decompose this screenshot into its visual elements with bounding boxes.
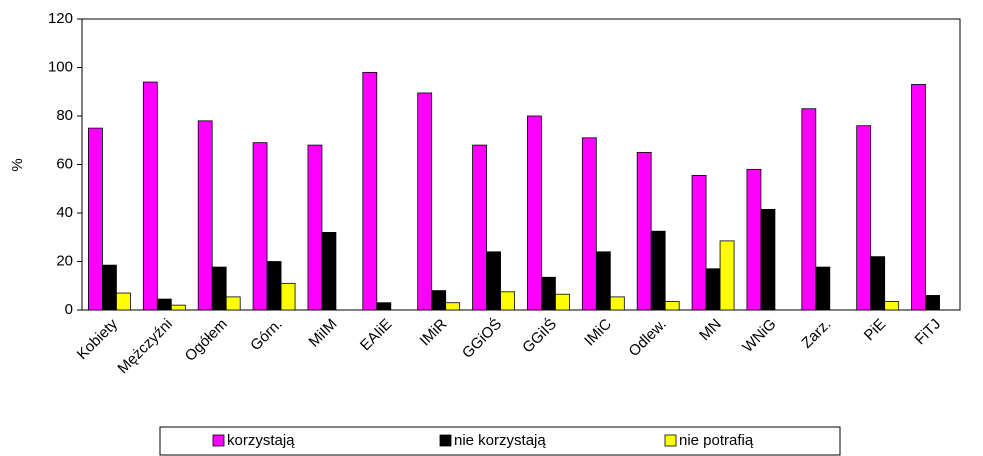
- bar: [581, 137, 597, 311]
- bar: [362, 71, 378, 311]
- bar: [925, 295, 940, 311]
- bar: [445, 302, 461, 311]
- bar: [88, 127, 103, 311]
- bar: [609, 296, 625, 311]
- bar: [142, 81, 158, 311]
- bar: [636, 151, 652, 311]
- bar: [664, 301, 680, 311]
- bar: [527, 115, 542, 311]
- bar: [870, 256, 886, 311]
- bar: [116, 292, 131, 311]
- bar: [815, 266, 831, 311]
- bar: [197, 120, 213, 311]
- bar: [170, 304, 186, 311]
- bar: [691, 175, 707, 311]
- bar: [541, 276, 556, 311]
- y-tick-label: 100: [48, 58, 73, 75]
- bar: [280, 282, 296, 311]
- bar: [650, 230, 666, 311]
- bar: [595, 251, 611, 311]
- bar: [266, 261, 282, 311]
- legend-swatch: [664, 434, 677, 447]
- bar: [884, 301, 900, 311]
- bar: [225, 296, 241, 311]
- y-tick-label: 20: [56, 252, 73, 269]
- bar: [102, 264, 117, 311]
- bar: [746, 168, 762, 311]
- bar: [500, 291, 515, 311]
- bar: [307, 144, 323, 311]
- legend-box: [159, 426, 841, 456]
- legend-label: nie potrafią: [679, 432, 754, 449]
- bar: [760, 208, 776, 311]
- bar: [486, 251, 501, 311]
- bar: [252, 142, 268, 311]
- bar: [321, 231, 337, 311]
- bar: [856, 125, 872, 311]
- bar: [801, 108, 817, 311]
- bar: [156, 298, 172, 311]
- y-tick-label: 120: [48, 10, 73, 27]
- bar: [211, 266, 227, 311]
- y-tick-label: 40: [56, 204, 73, 221]
- legend-swatch: [439, 434, 452, 447]
- bar: [911, 84, 926, 311]
- y-axis-label: %: [9, 158, 26, 171]
- bar: [472, 144, 487, 311]
- legend-label: korzystają: [227, 432, 295, 449]
- bar: [705, 268, 721, 311]
- y-tick-label: 0: [65, 301, 73, 318]
- bar: [719, 240, 735, 311]
- y-tick-label: 80: [56, 107, 73, 124]
- bar: [417, 92, 433, 311]
- bar: [555, 293, 570, 311]
- bar: [376, 302, 392, 311]
- bar: [431, 290, 447, 311]
- legend-label: nie korzystają: [454, 432, 546, 449]
- y-tick-label: 60: [56, 155, 73, 172]
- legend-swatch: [212, 434, 225, 447]
